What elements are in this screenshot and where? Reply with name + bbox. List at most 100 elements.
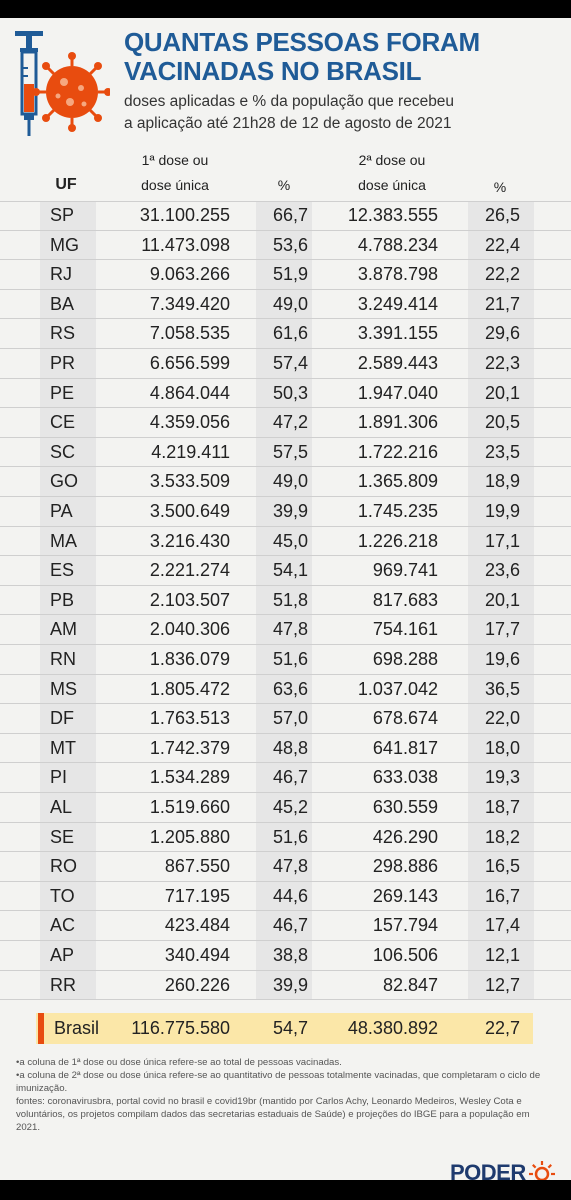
cell-pct2: 19,3 xyxy=(484,767,520,788)
pct2-column-shade xyxy=(468,911,534,941)
cell-dose1: 867.550 xyxy=(164,856,230,877)
cell-pct1: 47,8 xyxy=(272,619,308,640)
pct2-column-shade xyxy=(468,881,534,911)
cell-uf: PA xyxy=(50,501,73,521)
cell-dose1: 7.349.420 xyxy=(149,293,230,314)
cell-dose1: 3.533.509 xyxy=(149,471,230,492)
pct2-column-shade xyxy=(468,615,534,645)
cell-dose1: 1.805.472 xyxy=(149,678,230,699)
cell-dose2: 1.226.218 xyxy=(357,530,438,551)
table-row: RJ 9.063.266 51,9 3.878.798 22,2 xyxy=(0,260,571,290)
table-row: SE 1.205.880 51,6 426.290 18,2 xyxy=(0,822,571,853)
cell-dose2: 2.589.443 xyxy=(357,353,438,373)
row-divider xyxy=(0,318,571,320)
pct1-column-shade xyxy=(256,319,312,349)
uf-column-shade xyxy=(40,645,96,674)
table-row: MG 11.473.098 53,6 4.788.234 22,4 xyxy=(0,230,571,261)
row-divider xyxy=(0,229,571,231)
cell-dose2: 754.161 xyxy=(372,619,438,640)
cell-dose1: 9.063.266 xyxy=(149,264,230,285)
page-subtitle: doses aplicadas e % da população que rec… xyxy=(124,91,564,135)
uf-column-shade xyxy=(40,674,96,704)
footnote-2: •a coluna de 2ª dose ou dose única refer… xyxy=(16,1070,541,1094)
total-pct2: 22,7 xyxy=(484,1018,520,1038)
cell-uf: SC xyxy=(50,441,76,462)
cell-dose2: 426.290 xyxy=(372,826,438,847)
pct2-column-shade xyxy=(468,289,534,319)
cell-dose1: 6.656.599 xyxy=(149,353,230,373)
cell-pct1: 45,0 xyxy=(272,530,308,551)
cell-pct2: 18,9 xyxy=(484,471,520,492)
cell-pct1: 51,6 xyxy=(272,826,308,847)
table-row: SC 4.219.411 57,5 1.722.216 23,5 xyxy=(0,437,571,468)
uf-column-shade xyxy=(40,793,96,822)
row-divider xyxy=(0,614,571,616)
row-divider xyxy=(0,259,571,261)
table-row: BA 7.349.420 49,0 3.249.414 21,7 xyxy=(0,289,571,320)
cell-pct2: 18,2 xyxy=(484,826,520,847)
cell-dose2: 1.947.040 xyxy=(357,382,438,403)
cell-pct2: 23,6 xyxy=(484,560,520,581)
cell-pct2: 20,5 xyxy=(484,412,520,433)
table-row: MT 1.742.379 48,8 641.817 18,0 xyxy=(0,733,571,764)
cell-pct2: 17,4 xyxy=(484,915,520,936)
row-divider xyxy=(0,762,571,764)
cell-pct1: 39,9 xyxy=(272,501,308,521)
cell-dose2: 106.506 xyxy=(372,945,438,965)
uf-column-shade xyxy=(40,526,96,556)
cell-dose1: 11.473.098 xyxy=(141,234,230,255)
cell-dose2: 1.722.216 xyxy=(357,441,438,462)
pct2-column-shade xyxy=(468,230,534,260)
cell-dose2: 3.878.798 xyxy=(357,264,438,285)
pct2-column-shade xyxy=(468,260,534,290)
cell-dose2: 698.288 xyxy=(372,649,438,669)
cell-dose2: 3.249.414 xyxy=(357,293,438,314)
cell-dose1: 3.216.430 xyxy=(149,530,230,551)
cell-dose2: 969.741 xyxy=(372,560,438,581)
table-row: RS 7.058.535 61,6 3.391.155 29,6 xyxy=(0,319,571,349)
pct1-column-shade xyxy=(256,497,312,526)
uf-column-shade xyxy=(40,970,96,1000)
pct1-column-shade xyxy=(256,260,312,290)
pct1-column-shade xyxy=(256,408,312,438)
pct2-column-shade xyxy=(468,645,534,674)
table-row: AC 423.484 46,7 157.794 17,4 xyxy=(0,911,571,941)
cell-dose2: 3.391.155 xyxy=(357,323,438,344)
pct1-column-shade xyxy=(256,378,312,408)
cell-dose1: 1.205.880 xyxy=(149,826,230,847)
cell-pct2: 22,4 xyxy=(484,234,520,255)
cell-dose1: 2.040.306 xyxy=(149,619,230,640)
cell-pct1: 47,2 xyxy=(272,412,308,433)
cell-pct1: 53,6 xyxy=(272,234,308,255)
cell-dose1: 7.058.535 xyxy=(149,323,230,344)
pct1-column-shade xyxy=(256,289,312,319)
cell-uf: GO xyxy=(50,471,79,492)
cell-dose2: 817.683 xyxy=(372,589,438,610)
pct2-column-shade xyxy=(468,349,534,378)
infographic-card: QUANTAS PESSOAS FORAM VACINADAS NO BRASI… xyxy=(0,18,571,1194)
uf-column-shade xyxy=(40,556,96,586)
page-title: QUANTAS PESSOAS FORAM VACINADAS NO BRASI… xyxy=(124,28,564,86)
table-row: SP 31.100.255 66,7 12.383.555 26,5 xyxy=(0,201,571,231)
pct1-column-shade xyxy=(256,911,312,941)
pct1-column-shade xyxy=(256,793,312,822)
total-accent-bar xyxy=(38,1013,44,1044)
row-divider xyxy=(0,436,571,438)
cell-dose2: 12.383.555 xyxy=(347,205,438,225)
pct2-column-shade xyxy=(468,408,534,438)
column-header-dose1-line1: 1ª dose ou xyxy=(141,152,209,168)
cell-uf: RJ xyxy=(50,264,72,285)
cell-dose2: 1.365.809 xyxy=(357,471,438,492)
cell-pct1: 57,5 xyxy=(272,441,308,462)
row-divider xyxy=(0,555,571,557)
pct1-column-shade xyxy=(256,437,312,467)
row-divider xyxy=(0,377,571,379)
uf-column-shade xyxy=(40,437,96,467)
cell-pct2: 22,2 xyxy=(484,264,520,285)
cell-uf: MS xyxy=(50,678,77,699)
table-row: PE 4.864.044 50,3 1.947.040 20,1 xyxy=(0,378,571,409)
cell-pct1: 44,6 xyxy=(272,885,308,906)
cell-pct1: 57,0 xyxy=(272,708,308,729)
row-divider xyxy=(0,969,571,971)
cell-dose1: 1.763.513 xyxy=(149,708,230,729)
